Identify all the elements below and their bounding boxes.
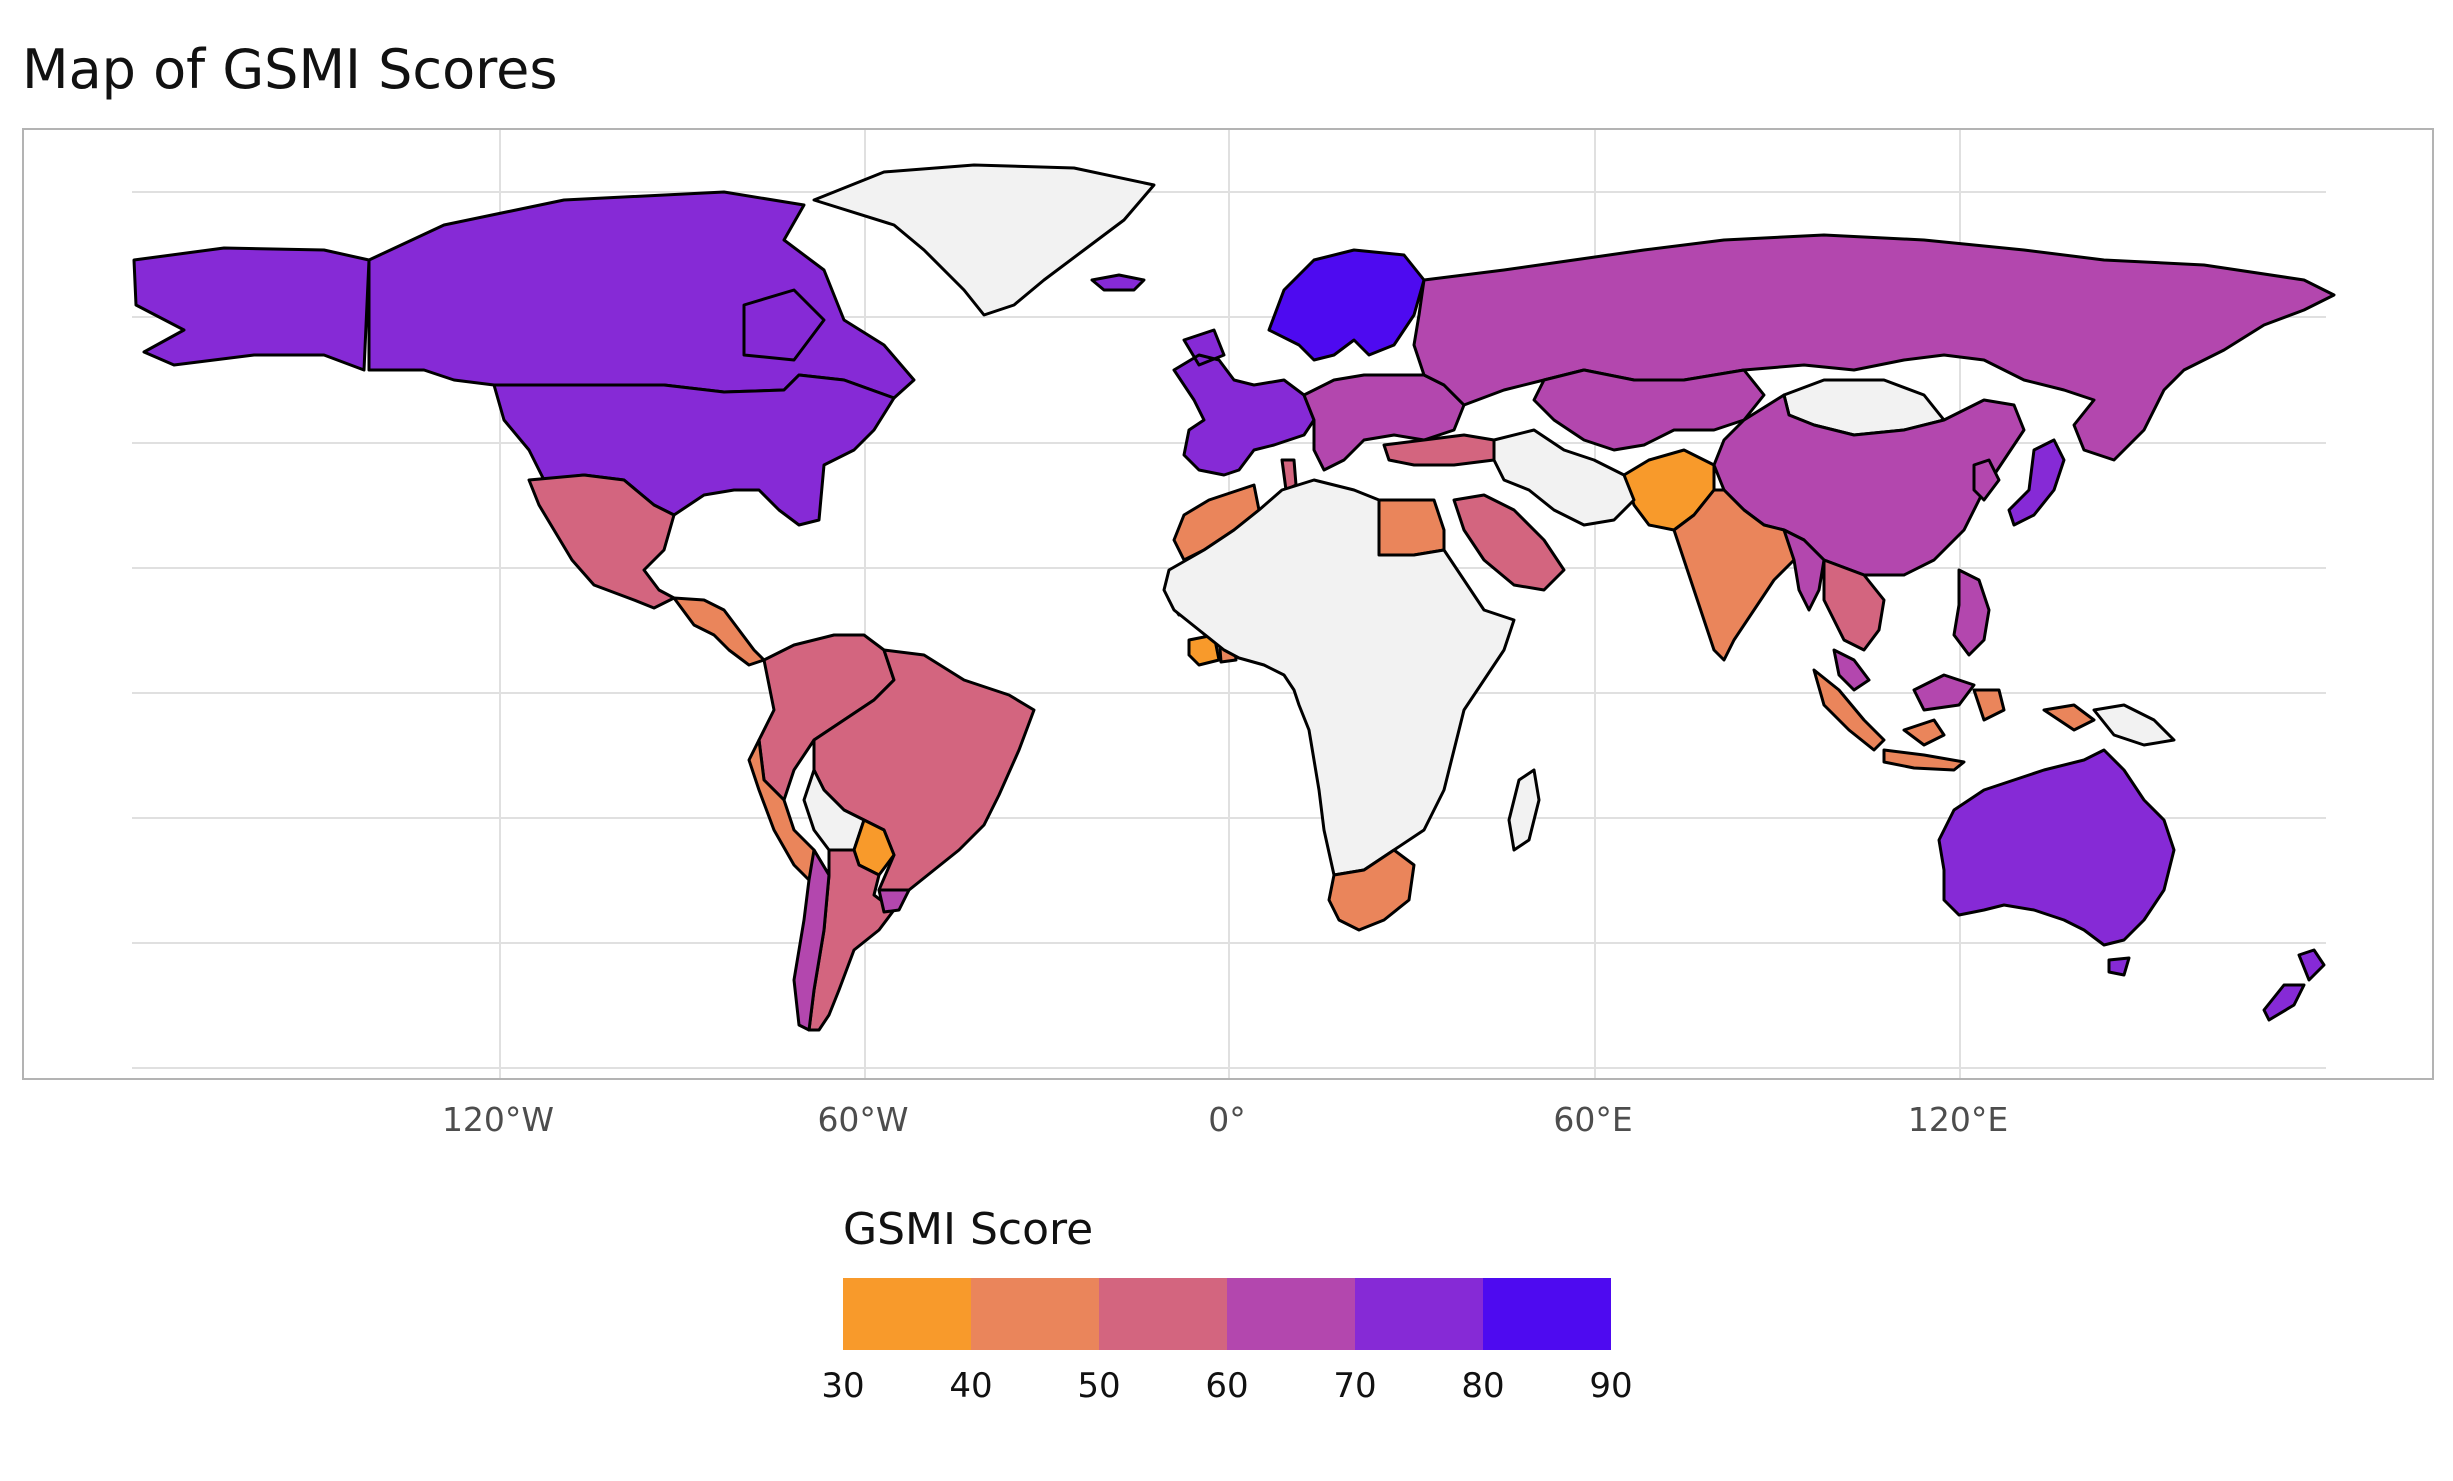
country-egypt — [1377, 498, 1446, 557]
legend-swatch-60-70 — [1227, 1278, 1355, 1350]
legend-swatch-50-60 — [1099, 1278, 1227, 1350]
legend-break-label: 90 — [1589, 1366, 1633, 1406]
legend-break-label: 80 — [1461, 1366, 1505, 1406]
lon-tick-label: 0° — [1208, 1100, 1246, 1139]
legend-swatch-40-50 — [971, 1278, 1099, 1350]
lon-tick-label: 120°E — [1907, 1100, 2009, 1139]
country-madagascar — [1507, 768, 1541, 852]
legend-swatch-80-90 — [1483, 1278, 1611, 1350]
country-middle-east-iran — [1492, 428, 1636, 527]
country-australia — [1937, 748, 2176, 977]
country-indonesia — [1812, 668, 2096, 772]
country-iceland — [1090, 273, 1146, 292]
country-uruguay — [877, 888, 911, 914]
map-panel — [22, 128, 2434, 1080]
country-chile — [792, 848, 831, 1032]
country-japan — [2007, 438, 2066, 527]
country-philippines — [1952, 568, 1991, 657]
country-western-europe — [1172, 328, 1316, 477]
country-saudi-arabia — [1452, 493, 1566, 592]
legend-title: GSMI Score — [843, 1204, 1094, 1255]
country-central-america — [672, 596, 766, 667]
country-eastern-europe — [1302, 373, 1466, 472]
country-canada — [367, 190, 916, 400]
country-alaska — [132, 246, 371, 372]
country-papua-new-guinea — [2092, 703, 2176, 747]
country-greenland — [812, 163, 1156, 317]
legend-break-label: 30 — [821, 1366, 865, 1406]
country-myanmar-bangladesh — [1782, 528, 1826, 612]
legend-color-bar — [843, 1278, 1611, 1350]
country-central-asia — [1532, 368, 1766, 452]
world-map — [132, 130, 2336, 1078]
country-south-africa — [1327, 848, 1416, 932]
country-rest-of-africa — [1162, 478, 1516, 877]
legend-break-label: 70 — [1333, 1366, 1377, 1406]
lon-tick-label: 60°W — [817, 1100, 909, 1139]
lon-tick-label: 120°W — [441, 1100, 555, 1139]
country-southeast-asia — [1822, 558, 1886, 652]
country-russia — [1412, 233, 2336, 462]
legend-break-label: 60 — [1205, 1366, 1249, 1406]
lon-tick-label: 60°E — [1553, 1100, 1633, 1139]
legend-swatch-30-40 — [843, 1278, 971, 1350]
country-korea — [1972, 458, 2001, 502]
country-scandinavia — [1267, 248, 1426, 362]
country-malaysia — [1832, 648, 1976, 712]
country-mexico — [527, 473, 676, 610]
legend-swatch-70-80 — [1355, 1278, 1483, 1350]
country-india — [1672, 488, 1806, 662]
country-new-zealand — [2262, 948, 2326, 1022]
chart-title: Map of GSMI Scores — [22, 38, 558, 101]
legend-break-label: 50 — [1077, 1366, 1121, 1406]
legend-break-label: 40 — [949, 1366, 993, 1406]
country-turkey — [1382, 433, 1496, 467]
